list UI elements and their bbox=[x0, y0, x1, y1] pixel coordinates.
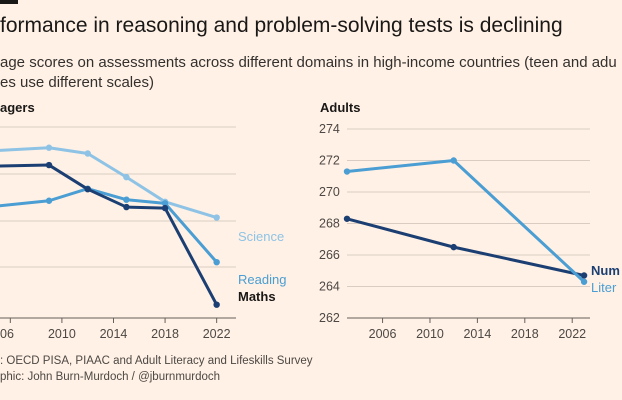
x-tick-label-right: 2006 bbox=[369, 327, 397, 341]
data-point-science bbox=[213, 214, 220, 221]
y-tick-label-right: 268 bbox=[319, 217, 340, 231]
chart-title: formance in reasoning and problem-solvin… bbox=[0, 14, 563, 37]
x-tick-label-right: 2014 bbox=[463, 327, 491, 341]
data-point-reading bbox=[213, 258, 220, 266]
x-tick-label-right: 2010 bbox=[416, 327, 444, 341]
series-line-maths bbox=[0, 163, 218, 306]
chart-subtitle-line2: es use different scales) bbox=[0, 74, 154, 91]
data-point-reading bbox=[45, 197, 53, 204]
data-point-science bbox=[123, 173, 130, 181]
chart-subtitle-line1: age scores on assessments across differe… bbox=[0, 54, 617, 71]
x-tick-label-left: 2014 bbox=[100, 327, 128, 341]
data-point-numeracy bbox=[450, 243, 457, 251]
series-line-science bbox=[0, 146, 218, 219]
y-tick-label-right: 266 bbox=[319, 248, 340, 262]
data-point-literacy bbox=[580, 278, 588, 285]
y-tick-label-right: 272 bbox=[319, 154, 340, 168]
data-point-maths bbox=[123, 203, 130, 211]
x-tick-label-left: 2022 bbox=[203, 327, 231, 341]
brand-bar bbox=[0, 0, 18, 4]
series-label-numeracy: Num bbox=[591, 263, 620, 278]
x-tick-label-right: 2018 bbox=[511, 327, 539, 341]
x-tick-label-left: 2018 bbox=[151, 327, 179, 341]
x-tick-label-left: 06 bbox=[0, 327, 14, 341]
panel-title-teenagers: agers bbox=[0, 100, 35, 115]
data-point-maths bbox=[45, 161, 53, 169]
series-label-maths: Maths bbox=[238, 289, 276, 304]
series-label-literacy: Liter bbox=[591, 280, 617, 295]
series-label-reading: Reading bbox=[238, 272, 286, 287]
panel-title-adults: Adults bbox=[320, 100, 360, 115]
data-point-maths bbox=[213, 301, 220, 308]
series-label-science: Science bbox=[238, 229, 284, 244]
data-point-literacy bbox=[343, 168, 351, 175]
y-tick-label-right: 262 bbox=[319, 311, 340, 325]
data-point-maths bbox=[161, 204, 169, 212]
data-point-reading bbox=[161, 200, 169, 207]
x-tick-label-right: 2022 bbox=[558, 327, 586, 341]
data-point-maths bbox=[84, 186, 91, 193]
data-point-numeracy bbox=[580, 272, 588, 279]
data-point-science bbox=[84, 150, 91, 157]
data-point-literacy bbox=[450, 157, 457, 164]
source-note: : OECD PISA, PIAAC and Adult Literacy an… bbox=[0, 355, 313, 367]
data-point-science bbox=[45, 144, 53, 151]
y-tick-label-right: 274 bbox=[319, 122, 340, 136]
data-point-reading bbox=[123, 196, 130, 203]
x-tick-label-left: 2010 bbox=[48, 327, 76, 341]
series-line-literacy bbox=[346, 159, 586, 283]
series-line-reading bbox=[0, 187, 218, 264]
y-tick-label-right: 264 bbox=[319, 280, 340, 294]
y-tick-label-right: 270 bbox=[319, 185, 340, 199]
data-point-numeracy bbox=[343, 215, 351, 222]
credit-note: phic: John Burn-Murdoch / @jburnmurdoch bbox=[0, 371, 221, 383]
